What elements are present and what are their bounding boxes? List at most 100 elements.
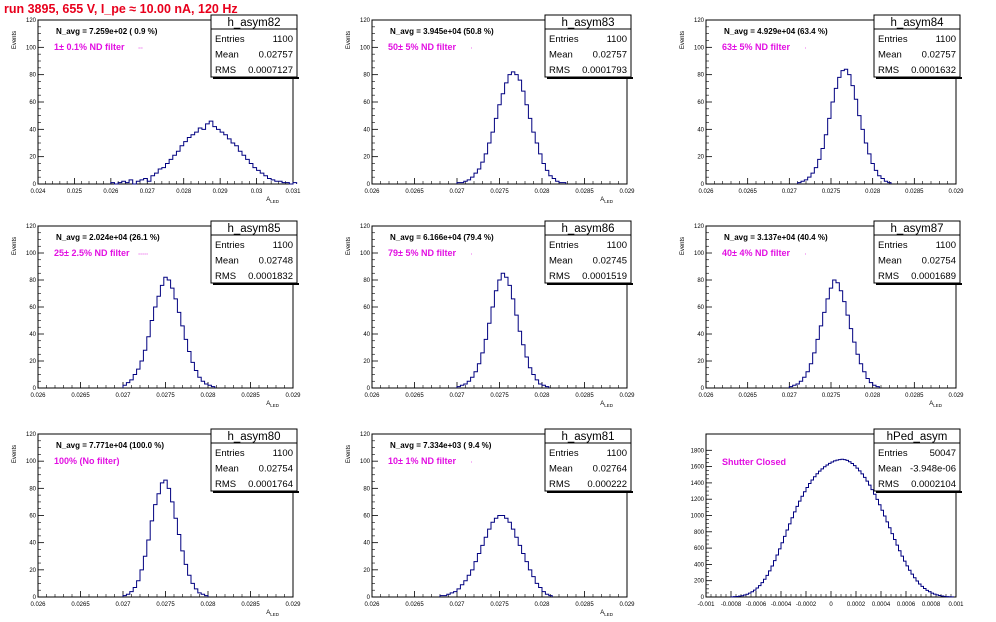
stats-value: 0.02757 xyxy=(259,50,293,61)
y-tick-label: 120 xyxy=(360,18,371,24)
stats-box xyxy=(210,220,298,284)
y-axis-title: Events xyxy=(346,31,352,49)
x-tick-label: 0.0275 xyxy=(490,189,509,195)
stats-label: RMS xyxy=(878,479,899,490)
stats-label: Entries xyxy=(215,448,245,459)
run-title: run 3895, 655 V, I_pe ≈ 10.00 nA, 120 Hz xyxy=(4,2,238,16)
histogram-panel-h_asym84: 0 20 40 60 80 100 120 0.026 0.0265 0.027 0.0275 0.0… xyxy=(680,14,964,195)
x-axis-title-subscript: LED xyxy=(933,403,943,408)
y-axis-title: Events xyxy=(12,31,18,49)
filter-label: 40± 4% ND filter xyxy=(722,248,790,258)
y-tick-label: 800 xyxy=(694,530,705,536)
y-tick-label: 120 xyxy=(26,224,37,230)
stats-value: 1100 xyxy=(607,34,627,45)
y-tick-label: 120 xyxy=(360,224,371,230)
x-tick-label: 0.027 xyxy=(449,602,465,608)
stats-shadow xyxy=(876,77,962,79)
n-avg-label: N_avg = 4.929e+04 (63.4 %) xyxy=(724,27,828,36)
stats-label: Entries xyxy=(878,448,908,459)
y-tick-label: 20 xyxy=(363,155,370,161)
filter-label: 25± 2.5% ND filter xyxy=(54,248,130,258)
y-tick-label: 40 xyxy=(29,127,36,133)
stats-box xyxy=(210,14,298,78)
stats-label: Mean xyxy=(878,256,902,267)
stats-label: Mean xyxy=(549,256,573,267)
y-tick-label: 80 xyxy=(363,486,370,492)
y-tick-label: 20 xyxy=(363,568,370,574)
histogram-line xyxy=(730,458,954,598)
y-tick-label: 40 xyxy=(697,127,704,133)
x-tick-label: 0.0265 xyxy=(405,189,424,195)
stats-title: h_asym80 xyxy=(227,431,280,443)
y-tick-label: 0 xyxy=(701,386,705,392)
x-tick-label: 0.029 xyxy=(948,393,964,399)
x-tick-label: 0.0285 xyxy=(575,602,594,608)
filter-label: 100% (No filter) xyxy=(54,456,120,466)
stats-value: 1100 xyxy=(273,34,293,45)
stats-value: 1100 xyxy=(936,34,956,45)
x-tick-label: 0.03 xyxy=(251,189,263,195)
histogram-line xyxy=(456,272,550,388)
x-tick-label: 0.028 xyxy=(865,189,881,195)
stats-label: Mean xyxy=(878,50,902,61)
y-tick-label: 100 xyxy=(26,45,37,51)
y-tick-label: 60 xyxy=(363,100,370,106)
x-axis-title: ALED xyxy=(929,401,943,408)
stats-title: h_asym81 xyxy=(561,431,614,443)
stats-title: h_asym85 xyxy=(227,223,280,235)
histogram-line xyxy=(456,71,567,184)
stats-label: Mean xyxy=(215,464,239,475)
x-tick-label: 0.0285 xyxy=(575,189,594,195)
x-tick-label: 0.0285 xyxy=(905,393,924,399)
stats-shadow xyxy=(876,283,962,285)
y-tick-label: 0 xyxy=(367,386,371,392)
stats-value: 1100 xyxy=(273,240,293,251)
histogram-line xyxy=(788,279,880,388)
y-tick-label: 60 xyxy=(697,305,704,311)
x-tick-label: 0.029 xyxy=(619,393,635,399)
stats-value: 0.02764 xyxy=(593,464,627,475)
stats-value: 0.0007127 xyxy=(248,65,293,76)
x-tick-label: 0.027 xyxy=(449,393,465,399)
x-tick-label: 0.0265 xyxy=(71,393,90,399)
y-tick-label: 40 xyxy=(363,332,370,338)
stats-value: 0.02748 xyxy=(259,256,293,267)
n-avg-label: N_avg = 7.334e+03 ( 9.4 %) xyxy=(390,441,492,450)
histogram-panel-hPed_asym: 020040060080010001200140016001800-0.001-… xyxy=(691,428,964,608)
histogram-panel-h_asym81: 0 20 40 60 80 100 120 0.026 0.0265 0.027 0.0275 0.0… xyxy=(346,428,635,617)
stats-label: RMS xyxy=(878,65,899,76)
y-tick-label: 80 xyxy=(29,278,36,284)
x-tick-label: 0.0006 xyxy=(897,602,916,608)
stats-value: 0.02754 xyxy=(259,464,293,475)
x-tick-label: 0.029 xyxy=(285,393,301,399)
filter-label: 79± 5% ND filter xyxy=(388,248,456,258)
y-tick-label: 80 xyxy=(363,73,370,79)
x-tick-label: 0.0275 xyxy=(156,393,175,399)
x-tick-label: 0.026 xyxy=(364,393,380,399)
stats-label: Mean xyxy=(878,464,902,475)
n-avg-label: N_avg = 7.771e+04 (100.0 %) xyxy=(56,441,164,450)
filter-label: 1± 0.1% ND filter xyxy=(54,42,125,52)
histogram-line xyxy=(122,276,216,388)
y-tick-label: 20 xyxy=(29,568,36,574)
n-avg-label: N_avg = 3.137e+04 (40.4 %) xyxy=(724,233,828,242)
histogram-line xyxy=(797,68,892,184)
x-tick-label: 0.027 xyxy=(782,189,798,195)
x-tick-label: 0.025 xyxy=(67,189,83,195)
histogram-panel-h_asym85: 0 20 40 60 80 100 120 0.026 0.0265 0.027 0.0275 0.0… xyxy=(12,220,301,408)
y-tick-label: 100 xyxy=(694,45,705,51)
y-tick-label: 20 xyxy=(697,155,704,161)
stats-shadow xyxy=(213,77,299,79)
histogram-line xyxy=(110,120,298,185)
histogram-line xyxy=(439,515,553,597)
x-tick-label: 0.029 xyxy=(619,189,635,195)
x-axis-title: ALED xyxy=(266,610,280,617)
stats-label: RMS xyxy=(549,65,570,76)
stats-label: Entries xyxy=(549,448,579,459)
y-tick-label: 100 xyxy=(694,251,705,257)
y-tick-label: 0 xyxy=(701,182,705,188)
stats-label: Entries xyxy=(878,34,908,45)
y-tick-label: 1600 xyxy=(691,465,705,471)
x-tick-label: 0.0265 xyxy=(405,393,424,399)
y-tick-label: 400 xyxy=(694,562,705,568)
